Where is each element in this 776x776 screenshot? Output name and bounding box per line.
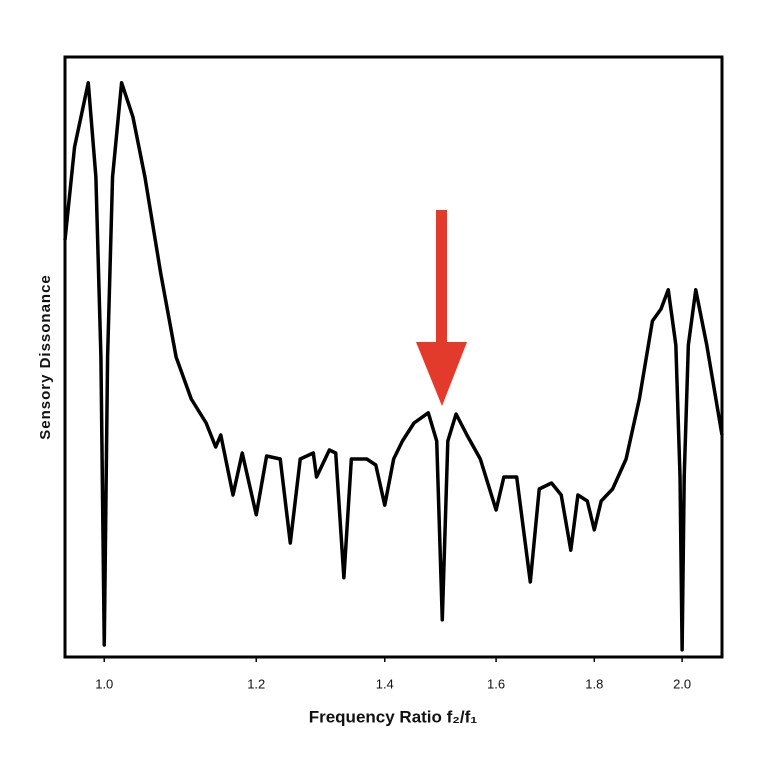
annotation-arrow — [416, 210, 467, 406]
x-tick-label: 1.0 — [95, 676, 113, 691]
x-tick-label: 1.6 — [487, 676, 505, 691]
x-tick-label: 1.8 — [585, 676, 603, 691]
dissonance-curve — [63, 81, 724, 652]
arrow-head — [416, 342, 467, 406]
x-tick-label: 1.4 — [376, 676, 394, 691]
x-tick-label: 1.2 — [247, 676, 265, 691]
x-axis-label: Frequency Ratio f₂/f₁ — [309, 707, 478, 726]
arrow-shaft — [436, 210, 447, 360]
plot-frame — [63, 55, 724, 659]
y-axis-label: Sensory Dissonance — [37, 274, 54, 440]
x-tick-label: 2.0 — [673, 676, 691, 691]
